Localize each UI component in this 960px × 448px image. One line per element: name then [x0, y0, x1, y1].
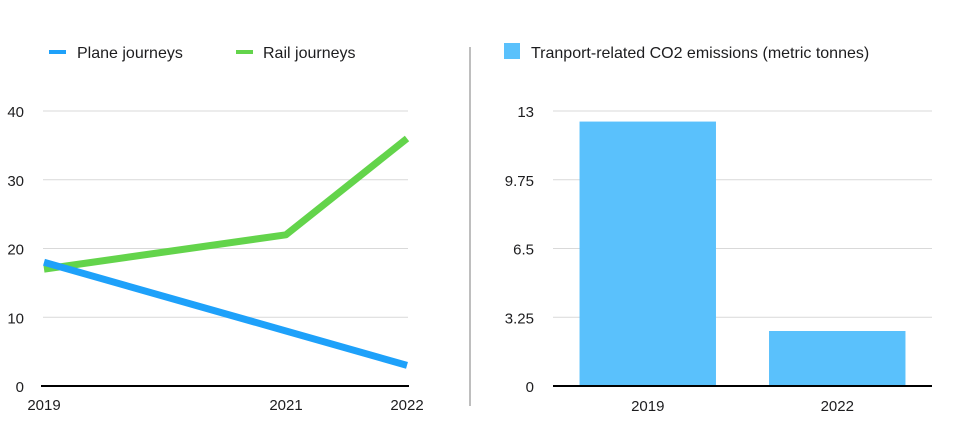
y-tick-label: 10 [7, 310, 24, 327]
x-tick-label: 2022 [390, 397, 423, 414]
x-tick-label: 2021 [269, 397, 302, 414]
legend-swatch-co2-emissions [504, 43, 520, 59]
legend-label-rail-journeys: Rail journeys [263, 45, 355, 62]
x-tick-label: 2019 [27, 397, 60, 414]
series-line-rail-journeys [43, 135, 410, 273]
bar-chart-bars [579, 121, 906, 387]
y-tick-label: 9.75 [505, 173, 534, 190]
bar-chart-y-axis: 0 3.25 6.5 9.75 13 [505, 104, 534, 396]
line-chart-legend: Plane journeys Rail journeys [49, 45, 355, 62]
series-line-plane-journeys [43, 258, 408, 369]
line-chart-gridlines [43, 110, 408, 318]
y-tick-label: 13 [517, 104, 534, 121]
legend-item-plane-journeys: Plane journeys [49, 45, 183, 62]
line-chart-x-axis: 2019 2021 2022 [27, 397, 423, 414]
line-chart: Plane journeys Rail journeys 0 10 20 30 40 2… [7, 45, 423, 414]
x-tick-label: 2022 [821, 398, 854, 415]
y-tick-label: 30 [7, 173, 24, 190]
bar-2019 [579, 121, 716, 387]
y-tick-label: 3.25 [505, 310, 534, 327]
y-tick-label: 40 [7, 104, 24, 121]
y-tick-label: 20 [7, 242, 24, 259]
y-tick-label: 0 [526, 379, 534, 396]
legend-label-co2-emissions: Tranport-related CO2 emissions (metric t… [531, 45, 869, 62]
x-tick-label: 2019 [631, 398, 664, 415]
bar-chart-x-axis: 2019 2022 [631, 398, 854, 415]
y-tick-label: 0 [16, 379, 24, 396]
y-tick-label: 6.5 [513, 242, 534, 259]
line-chart-y-axis: 0 10 20 30 40 [7, 104, 24, 396]
legend-item-rail-journeys: Rail journeys [236, 45, 355, 62]
bar-2022 [769, 331, 906, 386]
bar-chart: Tranport-related CO2 emissions (metric t… [504, 43, 932, 415]
line-chart-series [43, 135, 410, 369]
legend-label-plane-journeys: Plane journeys [77, 45, 183, 62]
bar-chart-legend: Tranport-related CO2 emissions (metric t… [504, 43, 869, 62]
